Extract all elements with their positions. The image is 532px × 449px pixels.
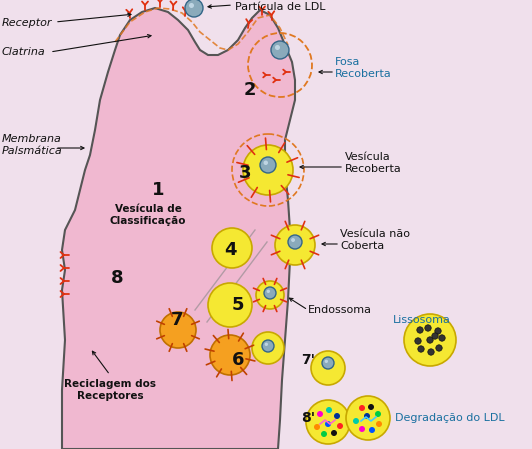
Circle shape: [325, 421, 331, 427]
Circle shape: [275, 45, 280, 50]
Circle shape: [322, 357, 334, 369]
Text: 7': 7': [301, 353, 315, 367]
Text: Vesícula de
Classificação: Vesícula de Classificação: [110, 204, 186, 226]
Circle shape: [262, 340, 274, 352]
Circle shape: [369, 427, 375, 433]
Text: Degradação do LDL: Degradação do LDL: [395, 413, 505, 423]
Text: Reciclagem dos
Receptores: Reciclagem dos Receptores: [64, 379, 156, 401]
Circle shape: [252, 332, 284, 364]
Circle shape: [212, 228, 252, 268]
Text: 2: 2: [244, 81, 256, 99]
Text: 7: 7: [171, 311, 183, 329]
Circle shape: [439, 335, 445, 341]
Circle shape: [291, 238, 295, 242]
Circle shape: [331, 430, 337, 436]
Circle shape: [275, 225, 315, 265]
Circle shape: [326, 407, 332, 413]
Circle shape: [267, 290, 270, 293]
Circle shape: [160, 312, 196, 348]
Text: 4: 4: [224, 241, 236, 259]
Text: 5: 5: [232, 296, 244, 314]
Circle shape: [375, 411, 381, 417]
Circle shape: [311, 351, 345, 385]
Circle shape: [364, 413, 370, 419]
Circle shape: [185, 0, 203, 17]
Circle shape: [189, 3, 194, 8]
Circle shape: [376, 421, 382, 427]
Text: 8': 8': [301, 411, 315, 425]
Circle shape: [314, 424, 320, 430]
Circle shape: [359, 405, 365, 411]
Circle shape: [271, 41, 289, 59]
Circle shape: [208, 283, 252, 327]
Circle shape: [317, 411, 323, 417]
Text: 3: 3: [239, 164, 251, 182]
Circle shape: [243, 145, 293, 195]
Circle shape: [427, 337, 433, 343]
Text: Endossoma: Endossoma: [308, 305, 372, 315]
Circle shape: [260, 157, 276, 173]
Circle shape: [353, 418, 359, 424]
Circle shape: [210, 335, 250, 375]
Circle shape: [337, 423, 343, 429]
Circle shape: [325, 360, 328, 363]
Circle shape: [417, 327, 423, 333]
Text: Vesícula
Recoberta: Vesícula Recoberta: [345, 152, 402, 174]
Text: Lissosoma: Lissosoma: [393, 315, 451, 325]
Circle shape: [368, 404, 374, 410]
Text: Clatrina: Clatrina: [2, 47, 46, 57]
Circle shape: [264, 343, 268, 346]
Circle shape: [435, 328, 441, 334]
Circle shape: [264, 287, 276, 299]
Circle shape: [415, 338, 421, 344]
Text: Vesícula não
Coberta: Vesícula não Coberta: [340, 229, 410, 251]
Text: Partícula de LDL: Partícula de LDL: [235, 2, 326, 12]
Circle shape: [418, 346, 424, 352]
Text: 6: 6: [232, 351, 244, 369]
Circle shape: [436, 345, 442, 351]
Text: Membrana
Palsmática: Membrana Palsmática: [2, 134, 63, 156]
Text: Receptor: Receptor: [2, 18, 53, 28]
Circle shape: [359, 426, 365, 432]
Circle shape: [256, 281, 284, 309]
Text: Fosa
Recoberta: Fosa Recoberta: [335, 57, 392, 79]
Circle shape: [334, 413, 340, 419]
Circle shape: [288, 235, 302, 249]
Circle shape: [321, 431, 327, 437]
Polygon shape: [62, 8, 295, 449]
Circle shape: [263, 161, 268, 165]
Circle shape: [425, 325, 431, 331]
Text: 8: 8: [111, 269, 123, 287]
Circle shape: [346, 396, 390, 440]
Circle shape: [432, 333, 438, 339]
Circle shape: [404, 314, 456, 366]
Circle shape: [306, 400, 350, 444]
Text: 1: 1: [152, 181, 164, 199]
Circle shape: [428, 349, 434, 355]
